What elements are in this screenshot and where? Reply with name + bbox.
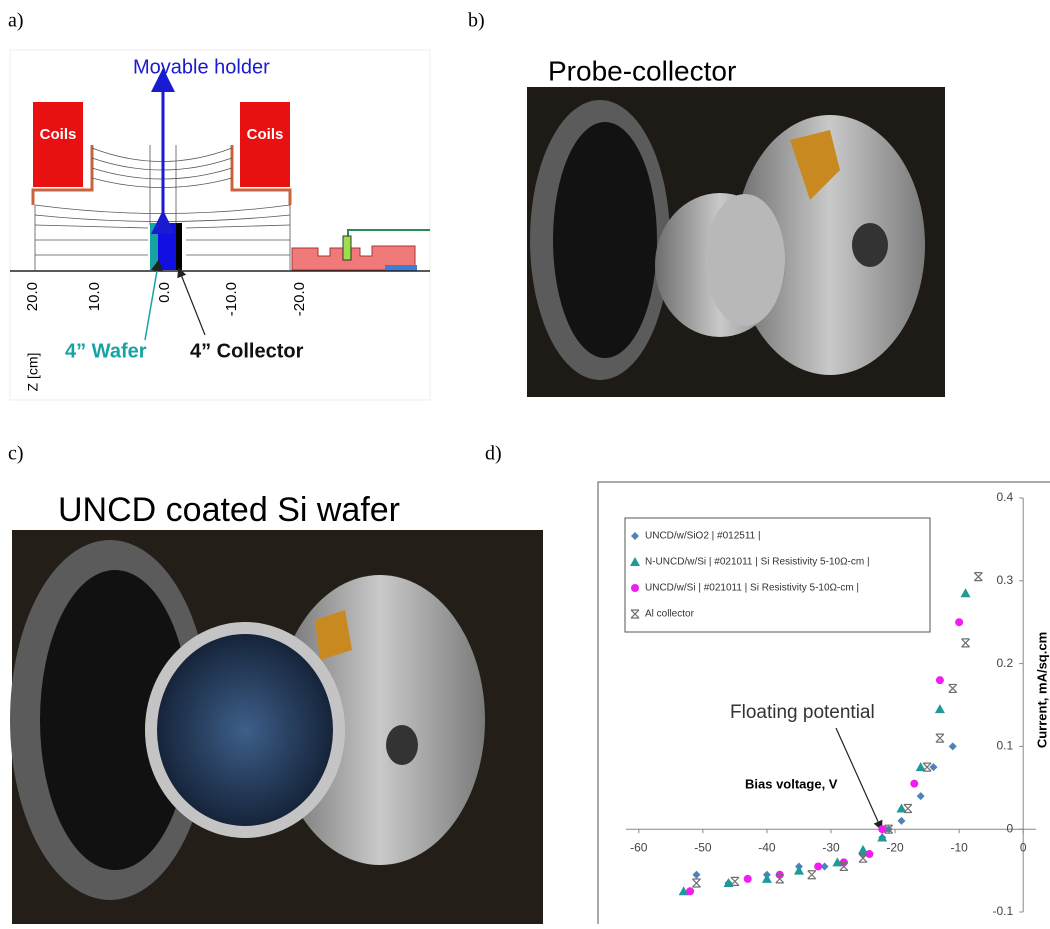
axis-tick-label: 20.0 bbox=[24, 282, 41, 311]
y-tick-label: 0.1 bbox=[997, 739, 1014, 753]
x-tick-label: -40 bbox=[758, 840, 776, 854]
chart: Bias voltage, V Current, mA/sq.cm Floati… bbox=[598, 482, 1050, 924]
y-tick-label: -0.1 bbox=[993, 904, 1014, 918]
y-tick-label: 0.3 bbox=[997, 573, 1014, 587]
coil-label: Coils bbox=[247, 126, 284, 143]
x-tick-label: -50 bbox=[694, 840, 712, 854]
y-tick-label: 0 bbox=[1007, 821, 1014, 835]
point bbox=[936, 676, 944, 684]
legend-marker bbox=[631, 584, 639, 592]
collector-label: 4” Collector bbox=[190, 340, 304, 362]
y-axis-label: Current, mA/sq.cm bbox=[1034, 632, 1049, 748]
panel-label: c) bbox=[8, 443, 24, 465]
x-tick-label: -60 bbox=[630, 840, 648, 854]
point bbox=[686, 887, 694, 895]
point bbox=[814, 862, 822, 870]
diagram: Movable holder Coils Coils 20.0 10.0 0.0… bbox=[10, 50, 430, 400]
x-axis-label: Bias voltage, V bbox=[745, 776, 838, 791]
legend-label: UNCD/w/SiO2 | #012511 | bbox=[645, 531, 761, 542]
axis-tick-label: 10.0 bbox=[86, 282, 103, 311]
photo: UNCD coated Si wafer bbox=[10, 491, 543, 924]
point bbox=[744, 875, 752, 883]
diagram-title: Movable holder bbox=[133, 56, 270, 78]
axis-label: Z [cm] bbox=[25, 353, 41, 392]
annotation: Floating potential bbox=[730, 702, 875, 723]
panel-label: d) bbox=[485, 443, 502, 465]
photo-title: UNCD coated Si wafer bbox=[58, 491, 400, 529]
figure: a) b) c) d) Movable holder Coils Coils 2… bbox=[0, 0, 1050, 924]
x-tick-label: 0 bbox=[1020, 840, 1027, 854]
y-tick-label: 0.2 bbox=[997, 656, 1014, 670]
wafer-label: 4” Wafer bbox=[65, 340, 147, 362]
point bbox=[955, 618, 963, 626]
panel-label: b) bbox=[468, 10, 485, 32]
x-tick-label: -30 bbox=[822, 840, 840, 854]
point bbox=[910, 780, 918, 788]
legend-label: UNCD/w/Si | #021011 | Si Resistivity 5-1… bbox=[645, 583, 859, 594]
coil-label: Coils bbox=[40, 126, 77, 143]
x-tick-label: -20 bbox=[886, 840, 904, 854]
axis-tick-label: 0.0 bbox=[156, 282, 173, 303]
legend-label: Al collector bbox=[645, 609, 695, 620]
x-tick-label: -10 bbox=[950, 840, 968, 854]
photo: Probe-collector bbox=[527, 55, 945, 397]
photo-title: Probe-collector bbox=[548, 55, 736, 86]
y-tick-label: 0.4 bbox=[997, 490, 1014, 504]
panel-label: a) bbox=[8, 10, 24, 32]
axis-tick-label: -10.0 bbox=[223, 282, 240, 316]
legend-label: N-UNCD/w/Si | #021011 | Si Resistivity 5… bbox=[645, 557, 870, 568]
axis-tick-label: -20.0 bbox=[291, 282, 308, 316]
